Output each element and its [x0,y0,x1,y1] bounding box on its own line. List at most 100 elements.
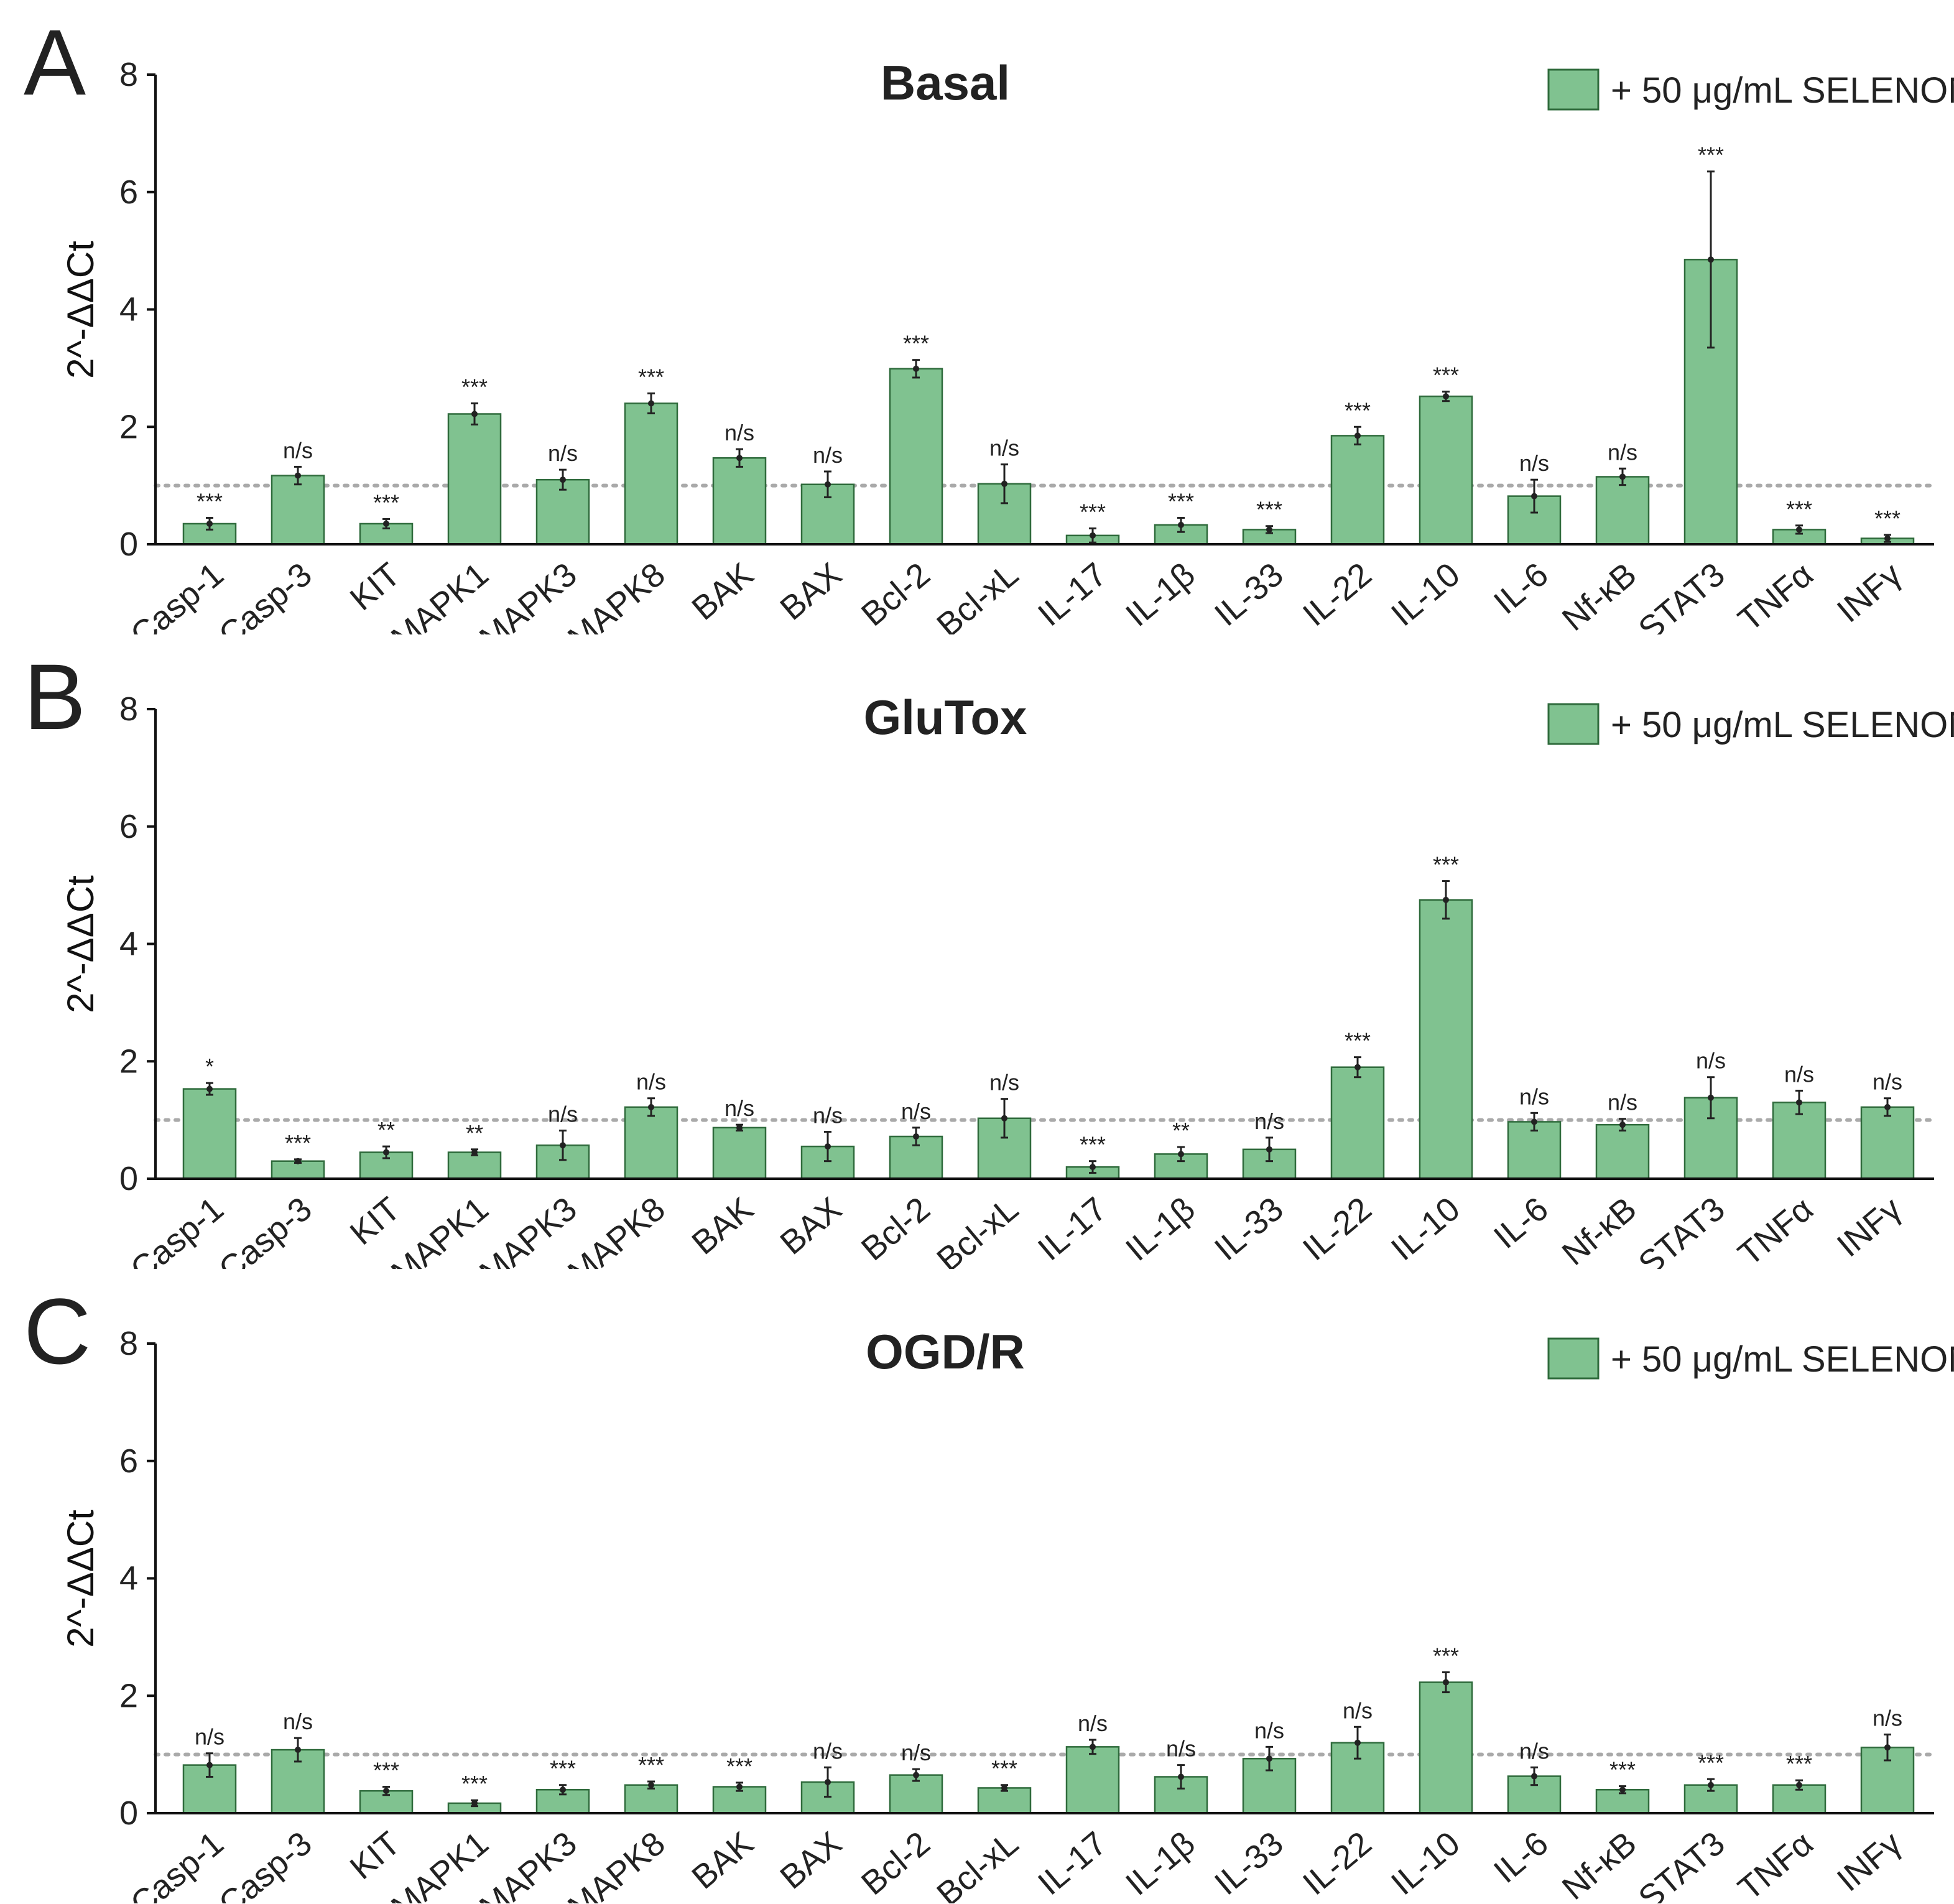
mean-dot-10 [1090,532,1096,539]
significance-label-4: n/s [548,1102,578,1127]
mean-dot-6 [736,455,743,462]
significance-label-12: n/s [1254,1108,1284,1134]
significance-label-17: n/s [1696,1048,1726,1074]
mean-dot-8 [913,365,919,372]
significance-label-7: n/s [813,442,843,468]
x-tick-label-8: Bcl-2 [854,1824,937,1902]
mean-dot-16 [1619,1786,1626,1793]
y-tick-label-1: 2 [119,1677,138,1714]
mean-dot-11 [1178,1151,1184,1158]
significance-label-13: n/s [1343,1697,1373,1723]
mean-dot-11 [1178,1773,1184,1780]
x-tick-label-6: BAK [685,1824,760,1896]
significance-label-17: *** [1698,1750,1724,1775]
bar-9 [977,1787,1032,1814]
y-tick-label-1: 2 [119,408,138,445]
x-tick-label-18: TNFα [1731,1190,1820,1269]
chart-panel-b: B GluTox2^-ΔΔCt*Casp-1***Casp-3**KIT**MAP… [24,644,1954,1269]
x-tick-label-1: Casp-3 [212,555,319,634]
mean-dot-4 [560,1786,566,1793]
bar-14 [1419,899,1473,1180]
bar-3 [447,1151,502,1180]
y-tick-label-4: 8 [119,1325,138,1362]
significance-label-14: *** [1433,1643,1459,1669]
y-tick-label-3: 6 [119,808,138,845]
significance-label-13: *** [1345,1028,1371,1054]
y-tick-label-2: 4 [119,1560,138,1597]
x-tick-label-15: IL-6 [1487,555,1555,621]
mean-dot-17 [1708,1094,1714,1101]
x-tick-label-11: IL-1β [1119,1824,1202,1903]
mean-dot-8 [913,1772,919,1778]
mean-dot-5 [648,400,654,407]
mean-dot-19 [1884,1744,1891,1751]
x-tick-label-10: IL-17 [1031,555,1114,633]
significance-label-15: n/s [1519,1084,1549,1109]
x-tick-label-17: STAT3 [1632,555,1732,634]
significance-label-18: n/s [1784,1061,1814,1087]
mean-dot-19 [1884,1103,1891,1110]
significance-label-6: n/s [725,1095,754,1121]
significance-label-3: *** [461,374,488,400]
significance-label-18: *** [1786,496,1812,522]
significance-label-16: n/s [1608,439,1637,465]
significance-label-14: *** [1433,852,1459,878]
x-tick-label-13: IL-22 [1296,1824,1379,1902]
bar-5 [624,402,678,546]
significance-label-5: *** [638,364,664,389]
significance-label-2: ** [377,1117,395,1143]
y-tick-label-3: 6 [119,1442,138,1480]
x-tick-label-14: IL-10 [1384,1824,1467,1902]
significance-label-15: n/s [1519,1738,1549,1763]
mean-dot-4 [560,1142,566,1149]
legend-label: + 50 μg/mL SELENOM [1611,1339,1954,1380]
mean-dot-2 [383,520,389,527]
bar-14 [1419,1681,1473,1814]
x-tick-label-9: Bcl-xL [930,1190,1025,1269]
mean-dot-12 [1266,1755,1272,1762]
significance-label-13: *** [1345,397,1371,423]
mean-dot-13 [1354,432,1361,439]
significance-label-11: n/s [1166,1736,1196,1762]
x-tick-label-14: IL-10 [1384,1190,1467,1268]
mean-dot-2 [383,1788,389,1795]
x-tick-label-3: MAPK1 [384,1190,496,1269]
significance-label-8: *** [903,331,929,356]
x-tick-label-5: MAPK8 [561,1190,672,1269]
x-tick-label-19: INFγ [1830,1824,1909,1898]
chart-panel-a: A Basal2^-ΔΔCt***Casp-1n/sCasp-3***KIT***… [24,10,1954,634]
significance-label-10: *** [1080,1132,1106,1158]
significance-label-7: n/s [813,1103,843,1128]
x-tick-label-14: IL-10 [1384,555,1467,633]
mean-dot-5 [648,1103,654,1110]
x-tick-label-19: INFγ [1830,555,1909,629]
x-tick-label-5: MAPK8 [561,555,672,634]
bar-0 [182,1088,237,1180]
mean-dot-3 [471,411,478,417]
significance-label-19: *** [1874,506,1901,531]
x-tick-label-7: BAX [773,1190,848,1261]
x-tick-label-1: Casp-3 [212,1190,319,1269]
x-tick-label-15: IL-6 [1487,1824,1555,1890]
mean-dot-8 [913,1133,919,1140]
mean-dot-7 [825,481,831,488]
significance-label-1: *** [285,1130,311,1156]
x-tick-label-4: MAPK3 [473,555,584,634]
y-tick-label-3: 6 [119,174,138,211]
mean-dot-12 [1266,1146,1272,1153]
mean-dot-17 [1708,256,1714,263]
bar-13 [1330,1066,1385,1180]
mean-dot-4 [560,476,566,483]
mean-dot-9 [1001,1785,1007,1791]
legend-swatch [1547,703,1600,745]
mean-dot-15 [1531,493,1537,499]
y-tick-label-2: 4 [119,926,138,963]
chart-title: GluTox [864,690,1027,745]
mean-dot-15 [1531,1773,1537,1780]
bar-5 [624,1106,678,1180]
significance-label-8: n/s [901,1740,931,1765]
bar-19 [1860,1106,1915,1180]
y-tick-label-2: 4 [119,291,138,328]
mean-dot-5 [648,1781,654,1788]
mean-dot-9 [1001,1115,1007,1122]
